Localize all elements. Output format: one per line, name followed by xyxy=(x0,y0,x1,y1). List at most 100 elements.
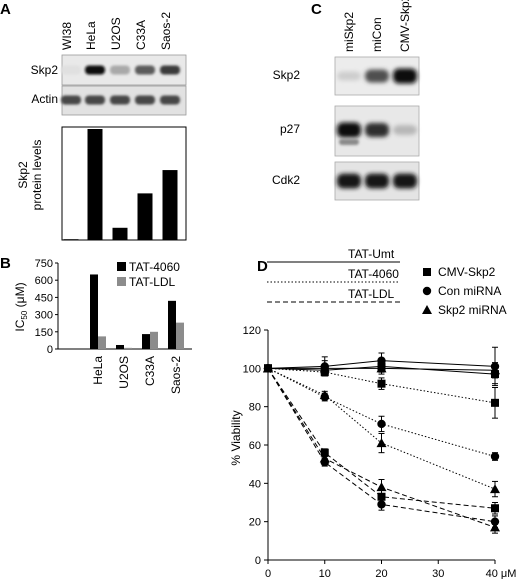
bar-b-tat-ldl-saos-2 xyxy=(176,322,184,349)
bar-b-tat-ldl-u2os xyxy=(124,347,132,349)
band-skp2-wi38 xyxy=(61,65,81,75)
legend-marker-square-icon xyxy=(423,268,431,276)
panel-a-label: A xyxy=(0,1,11,18)
panel-c-lane-labels: miSkp2 miCon CMV-Skp2 xyxy=(342,0,412,52)
bar-b-tat-4060-u2os xyxy=(116,344,124,349)
series-tat-ldl-cmv-skp2-line xyxy=(267,368,496,509)
panel-d-line-chart: 0 20 40 60 80 100 120 0 10 20 30 40 μM xyxy=(243,325,517,579)
band-skp2-c33a xyxy=(135,65,155,75)
series-tat-ldl-skp2-mirna-line xyxy=(267,368,496,528)
band-actin-u2os xyxy=(110,95,130,105)
bar-a-hela xyxy=(87,129,103,240)
band-cdk2-miskp2 xyxy=(337,173,361,189)
series-tat-ldl-skp2-mirna-point-40 xyxy=(490,522,500,532)
panel-a-lane-labels: WI38 HeLa U2OS C33A Saos-2 xyxy=(60,12,173,50)
bar-b-tat-ldl-hela xyxy=(98,336,106,349)
lane-label-c33a: C33A xyxy=(134,20,148,50)
panel-c-bands xyxy=(337,68,417,189)
panel-a-bands xyxy=(61,65,180,105)
panel-a-ylabel-line2: protein levels xyxy=(30,140,44,211)
series-tat-4060-skp2-mirna-point-40 xyxy=(490,484,500,494)
panel-d-xtick-label-0: 0 xyxy=(265,568,271,579)
band-skp2-hela xyxy=(85,65,105,75)
panel-b-xtick-u2os: U2OS xyxy=(117,356,131,389)
series-tat-4060-con-mirna-point-40 xyxy=(490,452,500,461)
band-skp2-u2os xyxy=(110,65,130,75)
panel-d-ytick-label-0: 0 xyxy=(255,555,261,567)
band-skp2-cmv-skp2 xyxy=(393,68,417,84)
series-tat-ldl-cmv-skp2-point-40 xyxy=(491,504,499,513)
legend-marker-label-cmv-skp2: CMV-Skp2 xyxy=(438,265,496,279)
series-tat-4060-cmv-skp2-point-10 xyxy=(320,368,329,377)
band-p27-cmv-skp2 xyxy=(393,125,417,135)
legend-marker-triangle-icon xyxy=(422,305,432,314)
band-skp2-micon xyxy=(365,69,389,83)
panel-b-xtick-saos-2: Saos-2 xyxy=(169,356,183,394)
panel-d-legend: TAT-Umt TAT-4060 TAT-LDL CMV-Skp2 Con miRNA S… xyxy=(267,247,507,317)
bar-b-tat-4060-saos-2 xyxy=(168,300,176,349)
blot-label-cdk2-c: Cdk2 xyxy=(272,173,300,187)
blot-label-p27-c: p27 xyxy=(280,122,300,136)
legend-line-label-tat-umt: TAT-Umt xyxy=(348,247,395,261)
series-tat-4060-cmv-skp2-point-40 xyxy=(491,398,499,407)
series-tat-4060-skp2-mirna-point-20 xyxy=(376,438,387,448)
legend-swatch-tat-ldl xyxy=(117,277,126,286)
bar-b-tat-4060-hela xyxy=(90,274,98,349)
bar-a-wi38 xyxy=(63,239,79,240)
legend-marker-circle-icon xyxy=(422,286,432,296)
panel-a-ylabel-line1: Skp2 xyxy=(16,161,30,189)
series-tat-4060-con-mirna-line xyxy=(267,367,496,457)
legend-line-label-tat-ldl: TAT-LDL xyxy=(348,287,395,301)
panel-d-ytick-label-60: 60 xyxy=(249,440,261,452)
blot-label-skp2-c: Skp2 xyxy=(273,68,301,82)
band-cdk2-micon xyxy=(365,173,389,189)
panel-b-xtick-hela: HeLa xyxy=(91,356,105,385)
panel-d-ylabel: % Viability xyxy=(229,410,243,465)
series-tat-4060-skp2-mirna-point-10 xyxy=(319,390,330,400)
series-tat-4060-con-mirna-point-20 xyxy=(377,419,386,429)
panel-b-ytick-label-750: 750 xyxy=(35,258,53,270)
series-tat-ldl-cmv-skp2-point-20 xyxy=(377,492,386,501)
panel-c: C miSkp2 miCon CMV-Skp2 Skp2 p27 Cdk2 xyxy=(272,0,420,201)
blot-label-skp2-a: Skp2 xyxy=(31,63,59,77)
series-tat-ldl-skp2-mirna-point-20 xyxy=(376,482,387,492)
legend-line-label-tat-4060: TAT-4060 xyxy=(348,267,399,281)
bar-b-tat-ldl-c33a xyxy=(150,331,158,349)
panel-d-xtick-label-10: 10 xyxy=(319,568,331,579)
panel-b-ytick-label-0: 0 xyxy=(47,344,53,356)
bar-a-c33a xyxy=(137,193,153,240)
panel-b-ylabel: IC50 (μM) xyxy=(13,282,29,331)
series-tat-umt-skp2-mirna-point-40 xyxy=(490,365,500,375)
panel-b-label: B xyxy=(0,255,11,272)
bar-a-u2os xyxy=(112,227,128,240)
series-tat-umt-skp2-mirna-line xyxy=(268,367,496,371)
band-actin-c33a xyxy=(135,95,155,105)
panel-b-ytick-label-600: 600 xyxy=(35,275,53,287)
panel-d-xtick-label-40-m: 40 μM xyxy=(486,568,517,579)
panel-b-xtick-c33a: C33A xyxy=(143,356,157,386)
lane-label-saos-2: Saos-2 xyxy=(159,12,173,50)
panel-b-ytick-label-300: 300 xyxy=(35,310,53,322)
panel-b: B IC50 (μM) 0 150 300 450 600 750 HeLa U2OS C33A… xyxy=(0,255,192,394)
legend-marker-label-con-mirna: Con miRNA xyxy=(438,284,501,298)
band-actin-saos-2 xyxy=(160,95,180,105)
bar-a-saos-2 xyxy=(162,170,178,240)
band-cdk2-cmv-skp2 xyxy=(393,173,417,189)
series-tat-ldl-con-mirna-line xyxy=(267,368,496,523)
panel-a: A WI38 HeLa U2OS C33A Saos-2 Skp2 Actin Skp2… xyxy=(0,1,187,241)
band-p27-miskp2 xyxy=(337,122,361,138)
panel-d: D TAT-Umt TAT-4060 TAT-LDL CMV-Skp2 Con miRN… xyxy=(229,247,516,579)
lane-label-cmv-skp2: CMV-Skp2 xyxy=(398,0,412,52)
panel-b-bar-chart: 0 150 300 450 600 750 HeLa U2OS C33A Saos-2 TAT-40… xyxy=(35,258,192,394)
series-tat-ldl-skp2-mirna-point-10 xyxy=(319,453,330,463)
panel-b-ytick-label-150: 150 xyxy=(35,327,53,339)
series-tat-4060-cmv-skp2-point-20 xyxy=(377,379,386,388)
series-tat-4060-cmv-skp2-line xyxy=(267,367,496,404)
panel-a-bar-chart xyxy=(61,126,187,241)
lane-label-micon: miCon xyxy=(370,17,384,52)
lane-label-miskp2: miSkp2 xyxy=(342,12,356,52)
band-skp2-miskp2 xyxy=(337,71,361,81)
legend-marker-label-skp2-mirna: Skp2 miRNA xyxy=(438,303,507,317)
panel-d-label: D xyxy=(257,258,268,275)
